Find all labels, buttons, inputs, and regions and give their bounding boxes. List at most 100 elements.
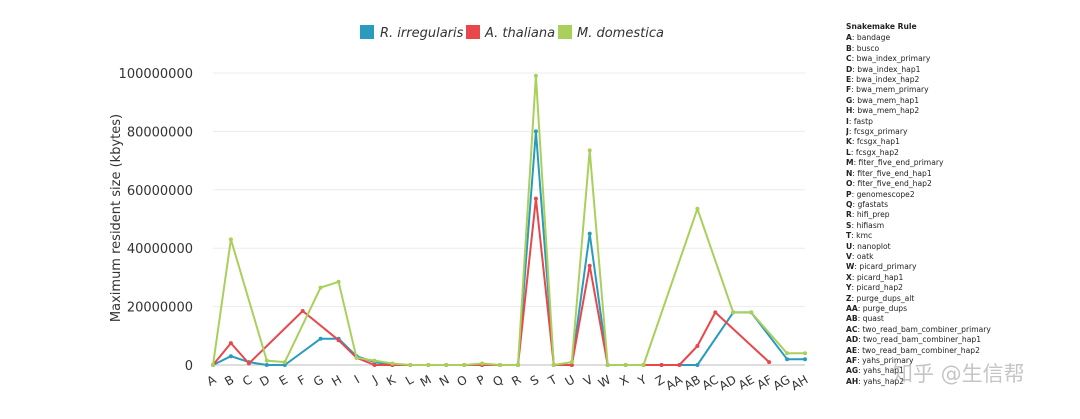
- legend-swatch-m-domestica[interactable]: [558, 25, 572, 39]
- rule-key: H: [846, 106, 853, 116]
- x-tick-label: G: [311, 372, 326, 389]
- data-point-a-thaliana: [659, 363, 664, 367]
- y-tick-label: 40000000: [127, 242, 193, 257]
- data-point-m-domestica: [569, 360, 574, 365]
- x-tick-label: E: [277, 372, 291, 388]
- rule-item: G: bwa_mem_hap1: [846, 95, 920, 105]
- rule-item: AA: purge_dups: [846, 303, 908, 313]
- rule-item: L: fcsgx_hap2: [846, 147, 899, 157]
- legend-swatch-r-irregularis[interactable]: [360, 25, 374, 39]
- x-tick-label: AD: [717, 372, 739, 393]
- rule-name: bwa_index_hap2: [856, 75, 920, 85]
- x-tick-label: H: [329, 372, 344, 389]
- x-tick-label: L: [403, 372, 416, 388]
- rule-key: B: [846, 43, 852, 53]
- rule-key: A: [846, 33, 852, 43]
- x-ticks: A B C D E F G H I J K L M N O P Q R S T U V W X Y ZAAABACADAEAFAG…: [204, 372, 810, 393]
- data-point-a-thaliana: [767, 360, 772, 365]
- rule-key: L: [846, 147, 851, 157]
- rule-item: I: fastp: [846, 116, 873, 126]
- rule-key: T: [846, 231, 852, 241]
- rule-key: O: [846, 179, 853, 189]
- rule-item: AD: two_read_bam_combiner_hap1: [846, 335, 982, 345]
- data-point-r-irregularis: [318, 336, 323, 341]
- rule-name: fcsgx_hap1: [856, 137, 900, 147]
- data-point-m-domestica: [354, 355, 359, 360]
- x-tick-label: A: [204, 372, 219, 389]
- data-point-m-domestica: [228, 237, 233, 242]
- data-point-a-thaliana: [569, 363, 574, 367]
- rule-name: fcsgx_primary: [853, 127, 908, 137]
- y-tick-label: 60000000: [127, 184, 193, 199]
- x-tick-label: O: [454, 372, 469, 389]
- rule-key: R: [846, 210, 852, 220]
- rule-name: gfastats: [857, 199, 889, 209]
- x-tick-label: I: [352, 372, 362, 386]
- data-point-m-domestica: [731, 310, 736, 315]
- rule-name: fastp: [853, 116, 873, 126]
- legend-swatch-a-thaliana[interactable]: [466, 25, 480, 39]
- rule-item: Q: gfastats: [846, 199, 889, 209]
- x-tick-label: W: [596, 372, 613, 390]
- legend-label-r-irregularis[interactable]: R. irregularis: [380, 26, 464, 41]
- rule-item: C: bwa_index_primary: [846, 54, 931, 64]
- x-tick-label: Y: [635, 372, 650, 389]
- rule-name: hifi_prep: [856, 210, 890, 220]
- series: [211, 73, 807, 367]
- rule-key: AG: [846, 366, 859, 376]
- rule-key: F: [846, 85, 852, 95]
- data-point-m-domestica: [749, 310, 754, 315]
- data-point-a-thaliana: [372, 363, 377, 367]
- rule-key: Q: [846, 199, 853, 209]
- data-point-a-thaliana: [677, 363, 682, 367]
- data-point-a-thaliana: [713, 310, 718, 315]
- rule-item: A: bandage: [846, 33, 891, 43]
- rule-name: fiter_five_end_hap2: [857, 179, 932, 189]
- rule-key: U: [846, 241, 853, 251]
- x-tick-label: R: [509, 372, 523, 388]
- rule-name: fiter_five_end_primary: [858, 158, 944, 168]
- x-tick-label: Q: [490, 372, 505, 389]
- data-point-m-domestica: [390, 361, 395, 366]
- data-point-r-irregularis: [228, 354, 233, 359]
- rule-item: B: busco: [846, 43, 880, 53]
- data-point-m-domestica: [264, 358, 269, 363]
- data-point-a-thaliana: [533, 196, 538, 201]
- rule-key: C: [846, 54, 852, 64]
- rule-name: fcsgx_hap2: [855, 147, 899, 157]
- x-tick-label: X: [617, 372, 631, 388]
- rule-key: P: [846, 189, 852, 199]
- x-tick-label: D: [257, 372, 272, 389]
- data-point-a-thaliana: [228, 341, 233, 346]
- legend-label-m-domestica[interactable]: M. domestica: [577, 26, 664, 41]
- series-line-m-domestica: [212, 74, 805, 366]
- x-tick-label: F: [295, 372, 308, 388]
- x-tick-label: AH: [789, 372, 811, 393]
- data-point-r-irregularis: [785, 357, 790, 362]
- y-ticks: 0 20000000 40000000 60000000 80000000 1000000…: [119, 67, 193, 374]
- rule-item: Y: picard_hap2: [846, 283, 903, 293]
- rule-key: J: [846, 127, 849, 137]
- data-point-m-domestica: [211, 363, 215, 367]
- data-point-m-domestica: [408, 363, 413, 367]
- rule-key: AA: [846, 303, 858, 313]
- rule-item: D: bwa_index_hap1: [846, 64, 921, 74]
- x-tick-label: AF: [755, 372, 775, 392]
- gridlines: [213, 72, 805, 366]
- rule-name: two_read_bam_combiner_primary: [862, 324, 991, 334]
- data-point-m-domestica: [444, 363, 449, 367]
- rule-item: V: oatk: [846, 251, 874, 261]
- rule-item: F: bwa_mem_primary: [846, 85, 929, 95]
- rule-name: bwa_mem_hap1: [857, 95, 920, 105]
- rule-name: picard_hap2: [856, 283, 903, 293]
- rule-name: bwa_index_hap1: [857, 64, 921, 74]
- rule-key: X: [846, 272, 852, 282]
- rule-item: W: picard_primary: [846, 262, 917, 272]
- legend-label-a-thaliana[interactable]: A. thaliana: [484, 26, 555, 41]
- data-point-a-thaliana: [587, 263, 592, 268]
- rule-key: E: [846, 75, 852, 85]
- y-tick-label: 20000000: [127, 301, 193, 316]
- rule-item: U: nanoplot: [846, 241, 891, 251]
- rule-name: two_read_bam_combiner_hap1: [863, 335, 982, 345]
- rule-item: AH: yahs_hap2: [846, 376, 905, 386]
